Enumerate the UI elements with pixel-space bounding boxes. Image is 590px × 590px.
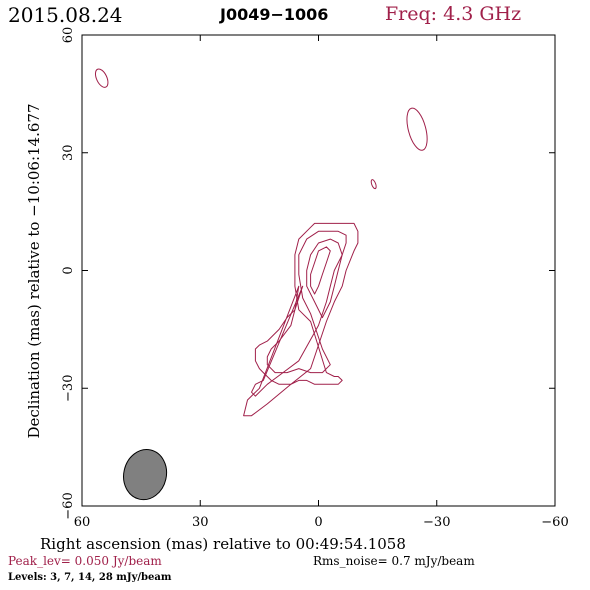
y-axis-label: Declination (mas) relative to −10:06:14.… [25,103,43,439]
peak-level: Peak_lev= 0.050 Jy/beam [8,554,162,568]
y-tick-label: 60 [61,27,76,44]
x-tick-label: 0 [314,515,322,530]
y-tick-label: −60 [61,492,76,519]
contour-level-14 [306,238,343,319]
beam-ellipse [123,449,168,501]
y-tick-label: 30 [61,144,76,161]
isolated-component-contour [94,68,109,88]
plot-frame [81,34,556,507]
contour-level-28 [310,246,331,295]
contours-group [94,68,428,417]
y-tick-label: 0 [61,266,76,274]
x-tick-label: −60 [541,515,568,530]
x-tick-label: −30 [423,515,450,530]
rms-noise: Rms_noise= 0.7 mJy/beam [313,554,475,568]
x-tick-label: 30 [192,515,209,530]
isolated-component-contour [370,179,377,190]
y-tick-label: −30 [61,375,76,402]
observation-date: 2015.08.24 [8,3,123,27]
source-name: J0049−1006 [220,5,329,24]
contour-levels: Levels: 3, 7, 14, 28 mJy/beam [8,572,172,583]
contour-level-7 [251,230,347,397]
x-tick-label: 60 [74,515,91,530]
frequency-label: Freq: 4.3 GHz [385,3,522,25]
beam-group [123,449,168,501]
isolated-component-contour [406,107,428,151]
x-axis-label: Right ascension (mas) relative to 00:49:… [40,535,406,553]
contour-level-3 [243,222,359,417]
